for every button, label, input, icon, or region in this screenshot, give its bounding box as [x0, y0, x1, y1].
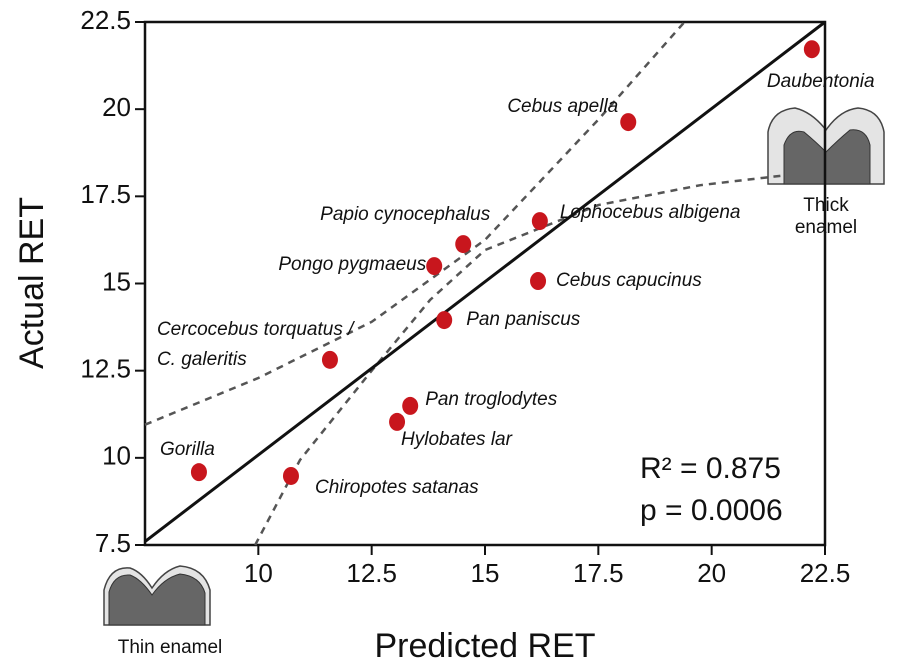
y-tick-label: 12.5: [80, 354, 131, 384]
annotation: p = 0.0006: [640, 494, 783, 527]
point-label: Cebus apella: [507, 96, 618, 117]
x-tick-label: 17.5: [573, 558, 624, 588]
point: [191, 463, 207, 481]
point-label: Cebus capucinus: [556, 270, 702, 291]
point: [322, 351, 338, 369]
y-axis-title: Actual RET: [13, 197, 51, 369]
point: [436, 311, 452, 329]
y-tick-label: 10: [102, 441, 131, 471]
icon-label: Thin enamel: [118, 637, 223, 658]
point-label: Lophocebus albigena: [560, 202, 741, 223]
annotation: R² = 0.875: [640, 452, 781, 485]
point: [426, 257, 442, 275]
point: [402, 397, 418, 415]
x-tick-label: 20: [697, 558, 726, 588]
y-tick-label: 15: [102, 266, 131, 296]
x-tick-label: 15: [471, 558, 500, 588]
point-label: Daubentonia: [767, 71, 875, 92]
point-label: Cercocebus torquatus /: [157, 319, 355, 340]
point-label: Pan paniscus: [466, 309, 581, 330]
x-tick-label: 10: [244, 558, 273, 588]
y-tick-label: 17.5: [80, 179, 131, 209]
x-axis-title: Predicted RET: [374, 627, 595, 665]
y-tick-label: 7.5: [95, 528, 131, 558]
point-label: Pongo pygmaeus: [278, 254, 426, 275]
thin-enamel-icon: [104, 566, 210, 625]
point: [530, 272, 546, 290]
point-label: Gorilla: [160, 439, 215, 460]
point: [283, 467, 299, 485]
point: [532, 212, 548, 230]
y-tick-label: 20: [102, 92, 131, 122]
x-tick-label: 12.5: [346, 558, 397, 588]
x-tick-label: 22.5: [800, 558, 851, 588]
point-label: C. galeritis: [157, 349, 247, 370]
point-label: Hylobates lar: [401, 429, 513, 450]
chart: Thin enamel Thick enamel Predicted RET A…: [0, 0, 900, 666]
point-label: Pan troglodytes: [425, 389, 558, 410]
point-label: Chiropotes satanas: [315, 477, 479, 498]
y-tick-label: 22.5: [80, 5, 131, 35]
point: [804, 40, 820, 58]
point-label: Papio cynocephalus: [320, 204, 491, 225]
point: [620, 113, 636, 131]
point: [455, 235, 471, 253]
